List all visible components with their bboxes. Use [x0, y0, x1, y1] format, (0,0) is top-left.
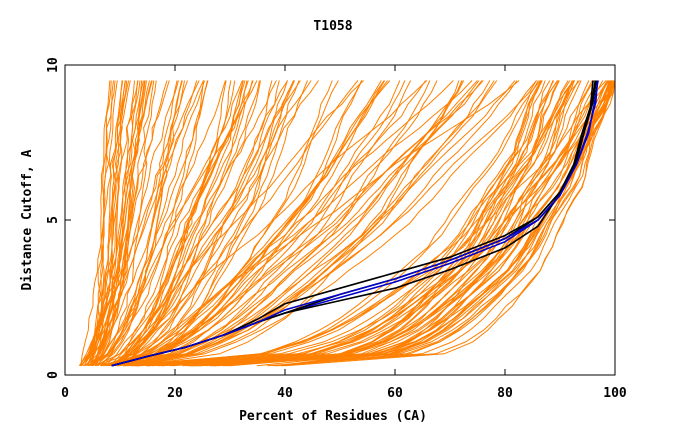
background-series-line — [132, 80, 484, 367]
y-axis-label: Distance Cutoff, A — [20, 149, 35, 290]
background-series-line — [97, 80, 185, 367]
background-series-line — [139, 80, 537, 367]
background-series-line — [91, 80, 116, 366]
background-series-line — [284, 80, 613, 367]
background-series-line — [189, 80, 560, 367]
background-series-line — [95, 80, 128, 366]
background-series-line — [94, 80, 253, 367]
background-series-line — [192, 80, 551, 367]
background-series-line — [91, 80, 157, 367]
background-series-line — [110, 80, 478, 367]
background-series-line — [112, 80, 431, 367]
chart-title: T1058 — [313, 19, 352, 34]
background-series-line — [95, 80, 183, 367]
x-tick-label: 60 — [387, 386, 403, 401]
y-tick-label: 0 — [46, 371, 61, 379]
background-series-line — [276, 80, 616, 367]
axis-ticks: 0 20 40 60 80 100 0 5 10 — [46, 57, 627, 401]
y-tick-label: 5 — [46, 216, 61, 224]
x-tick-label: 0 — [61, 386, 69, 401]
background-series-line — [141, 80, 454, 367]
background-series-line — [91, 80, 205, 367]
background-series-line — [133, 80, 569, 367]
background-series-line — [127, 80, 604, 367]
background-series-line — [123, 80, 558, 367]
background-series-line — [131, 80, 576, 367]
background-series-line — [210, 80, 575, 367]
background-series-line — [87, 80, 114, 366]
highlight-series-group — [111, 80, 599, 367]
background-series-line — [224, 80, 554, 367]
background-series-line — [103, 80, 295, 367]
background-series-line — [105, 80, 277, 367]
background-series-line — [92, 80, 126, 366]
x-tick-label: 80 — [497, 386, 513, 401]
background-series-line — [105, 80, 363, 367]
background-series-line — [214, 80, 615, 367]
background-series-line — [209, 80, 582, 367]
background-series-line — [118, 80, 385, 367]
background-series-line — [122, 80, 412, 367]
background-series-line — [200, 80, 613, 367]
background-series-line — [107, 80, 261, 367]
background-series-line — [118, 80, 254, 366]
background-series-line — [213, 80, 616, 367]
background-series-line — [110, 80, 236, 367]
background-series-line — [117, 80, 288, 367]
background-series-line — [108, 80, 273, 367]
background-series-line — [137, 80, 465, 367]
background-series-line — [217, 80, 555, 367]
background-series-line — [100, 80, 294, 367]
background-series-line — [90, 80, 139, 366]
background-series-line — [136, 80, 537, 367]
background-series-line — [100, 80, 244, 367]
background-series-line — [190, 80, 560, 367]
background-series-line — [105, 80, 300, 367]
background-series-line — [138, 80, 406, 367]
background-series-line — [111, 80, 260, 367]
background-series-line — [132, 80, 520, 367]
background-series-line — [88, 80, 146, 367]
background-series-line — [87, 80, 178, 367]
background-series-line — [117, 80, 249, 366]
background-series-line — [146, 80, 543, 367]
background-series-line — [109, 80, 232, 367]
background-series-line — [103, 80, 386, 367]
background-series-line — [161, 80, 593, 367]
background-series-line — [193, 80, 571, 367]
background-series-line — [85, 80, 188, 366]
background-series-line — [227, 80, 542, 367]
background-series-line — [117, 80, 382, 367]
background-series-line — [109, 80, 391, 367]
background-series-line — [82, 80, 208, 367]
background-series-line — [129, 80, 480, 367]
background-series-line — [157, 80, 595, 367]
x-tick-label: 100 — [603, 386, 627, 401]
background-series-line — [139, 80, 541, 367]
background-series-line — [96, 80, 227, 367]
highlight-series-line — [111, 80, 599, 367]
x-axis-label: Percent of Residues (CA) — [239, 409, 427, 424]
background-series-line — [116, 80, 248, 367]
background-series-line — [124, 80, 319, 367]
background-series-line — [90, 80, 111, 366]
background-series-line — [115, 80, 289, 367]
background-series-line — [124, 80, 516, 367]
background-series-line — [100, 80, 333, 367]
background-series-line — [190, 80, 546, 367]
background-series-line — [135, 80, 427, 367]
y-tick-label: 10 — [46, 57, 61, 73]
x-tick-label: 40 — [277, 386, 293, 401]
background-series-line — [267, 80, 615, 367]
x-tick-label: 20 — [167, 386, 183, 401]
background-series-group — [78, 80, 616, 367]
background-series-line — [95, 80, 150, 366]
background-series-line — [148, 80, 539, 367]
background-series-line — [120, 80, 483, 367]
